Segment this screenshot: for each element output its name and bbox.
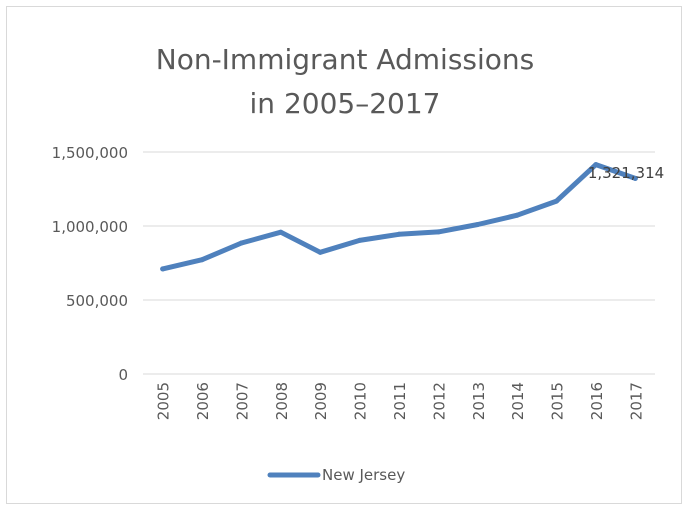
data-point [632, 175, 638, 181]
data-point [160, 266, 166, 272]
x-tick-label: 2016 [588, 382, 606, 420]
x-tick-label: 2012 [430, 382, 448, 420]
x-tick-label: 2013 [470, 382, 488, 420]
data-point [554, 198, 560, 204]
chart-frame [6, 6, 682, 504]
x-tick-label: 2005 [155, 382, 173, 420]
data-point [514, 212, 520, 218]
x-tick-label: 2014 [509, 382, 527, 420]
x-tick-label: 2006 [194, 382, 212, 420]
gridlines [143, 151, 655, 375]
data-point [396, 231, 402, 237]
series-line [160, 162, 638, 272]
y-tick-label: 1,500,000 [52, 144, 128, 162]
data-label: 1,321,314 [588, 164, 664, 182]
chart-title-line-1: Non-Immigrant Admissions [155, 43, 535, 76]
x-tick-label: 2009 [312, 382, 330, 420]
legend: New Jersey [267, 466, 405, 484]
data-point [238, 240, 244, 246]
chart-title: Non-Immigrant Admissions in 2005–2017 [0, 38, 690, 126]
data-point [357, 237, 363, 243]
y-tick-label: 1,000,000 [52, 218, 128, 236]
y-axis-ticks: 0 500,000 1,000,000 1,500,000 [52, 144, 128, 384]
legend-label: New Jersey [322, 466, 405, 484]
chart-title-line-2: in 2005–2017 [249, 87, 441, 120]
x-tick-label: 2011 [391, 382, 409, 420]
data-labels: 1,321,314 [588, 164, 664, 182]
series-group [160, 162, 638, 272]
data-point [317, 249, 323, 255]
data-point [435, 229, 441, 235]
x-tick-label: 2017 [627, 382, 645, 420]
x-tick-label: 2008 [273, 382, 291, 420]
x-tick-label: 2010 [352, 382, 370, 420]
y-tick-label: 0 [118, 366, 128, 384]
x-axis-ticks: 2005 2006 2007 2008 2009 2010 2011 2012 2013 2014… [155, 382, 646, 420]
data-point [475, 222, 481, 228]
x-tick-label: 2007 [233, 382, 251, 420]
data-point [278, 229, 284, 235]
data-point [199, 257, 205, 263]
y-tick-label: 500,000 [66, 292, 128, 310]
data-point [593, 162, 599, 168]
x-tick-label: 2015 [549, 382, 567, 420]
